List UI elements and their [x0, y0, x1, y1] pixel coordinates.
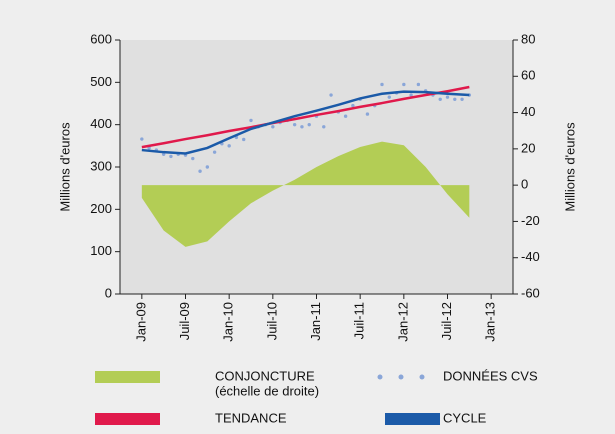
dot [271, 125, 275, 129]
x-tick-label: Juil-09 [177, 302, 192, 340]
x-tick-label: Jan-12 [395, 302, 410, 342]
dot [242, 137, 246, 142]
dot [322, 125, 326, 129]
dot [387, 95, 391, 99]
x-tick-label: Jan-10 [221, 302, 236, 342]
legend-label: TENDANCE [215, 410, 287, 425]
dot [343, 114, 348, 118]
y-tick-label: 200 [90, 201, 112, 216]
dot [140, 137, 144, 141]
y2-tick-label: 20 [521, 140, 535, 155]
line [141, 85, 470, 149]
y2-tick-label: -20 [521, 213, 540, 228]
dot [227, 144, 231, 148]
dot [438, 97, 442, 101]
y-tick-label: 0 [105, 285, 112, 300]
area [141, 141, 470, 247]
legend-swatch [95, 413, 160, 425]
legend-swatch [385, 413, 440, 425]
legend-dot [419, 374, 425, 380]
dot [249, 118, 253, 123]
x-tick-label: Juil-10 [264, 302, 279, 340]
dot [212, 150, 217, 154]
dot [198, 169, 202, 173]
dot [205, 165, 210, 169]
y2-axis-title: Millions d'euros [562, 122, 577, 212]
dot [380, 82, 384, 87]
legend-label: DONNÉES CVS [443, 368, 538, 383]
dot [365, 112, 370, 116]
dot [351, 103, 355, 108]
dot [402, 82, 406, 87]
x-tick-label: Juil-11 [352, 302, 367, 339]
dot [307, 122, 311, 127]
dot [329, 93, 333, 97]
y2-tick-label: 60 [521, 68, 535, 83]
x-tick-label: Jan-09 [133, 302, 148, 342]
y2-tick-label: -60 [521, 285, 540, 300]
line [141, 90, 470, 155]
y2-tick-label: 40 [521, 104, 535, 119]
legend-swatch [95, 371, 160, 383]
legend-dot [398, 374, 404, 380]
dot [460, 97, 464, 101]
dot [445, 95, 450, 99]
dot [169, 154, 173, 159]
x-tick-label: Juil-12 [439, 302, 454, 340]
y-tick-label: 600 [90, 31, 112, 46]
y-tick-label: 400 [90, 116, 112, 131]
y2-tick-label: 80 [521, 31, 535, 46]
y2-tick-label: -40 [521, 249, 540, 264]
legend-dot [377, 374, 383, 380]
legend-label: CYCLE [443, 410, 487, 425]
dot [292, 122, 297, 127]
y-axis-title: Millions d'euros [57, 122, 72, 212]
y2-tick-label: 0 [521, 177, 528, 192]
dot [300, 125, 304, 129]
y-tick-label: 500 [90, 74, 112, 89]
y-tick-label: 100 [90, 243, 112, 258]
dot [453, 97, 457, 101]
x-tick-label: Jan-13 [483, 302, 498, 342]
x-tick-label: Jan-11 [308, 302, 323, 341]
legend-note: (échelle de droite) [215, 383, 319, 398]
legend-label: CONJONCTURE [215, 368, 315, 383]
y-tick-label: 300 [90, 158, 112, 173]
dot [416, 82, 421, 87]
dot [191, 156, 195, 161]
dot [409, 93, 413, 97]
